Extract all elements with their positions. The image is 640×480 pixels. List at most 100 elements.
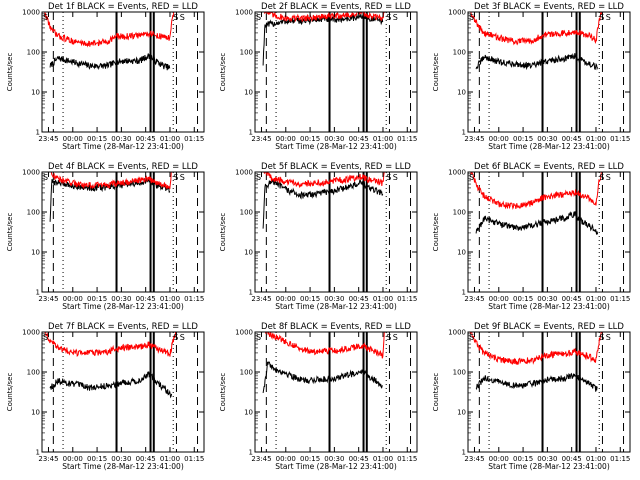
panel-5-flag-right-b: S — [393, 173, 398, 182]
panel-6-ytick-label-2: 10 — [457, 249, 466, 257]
panel-2-xtick-label-2: 00:00 — [276, 135, 296, 143]
panel-5-xtick-label-3: 00:15 — [300, 295, 320, 303]
panel-4-xtick-label-6: 01:00 — [160, 295, 180, 303]
panel-2-ylabel: Counts/sec — [219, 53, 227, 92]
panel-7-xtick-label-5: 00:45 — [136, 455, 156, 463]
panel-6-ytick-label-1: 1 — [462, 289, 466, 297]
panel-7-xtick-label-1: 23:45 — [38, 455, 58, 463]
panel-4-flag-right-a: S — [173, 173, 178, 182]
panel-2-xtick-label-4: 00:30 — [324, 135, 344, 143]
panel-6-flag-right-b: S — [606, 173, 611, 182]
panel-7-xtick-label-3: 00:15 — [87, 455, 107, 463]
panel-5-flag-left: S — [256, 173, 261, 182]
panel-3-ytick-label-2: 10 — [457, 89, 466, 97]
panel-1-xtick-label-5: 00:45 — [136, 135, 156, 143]
panel-2-title: Det 2f BLACK = Events, RED = LLD — [261, 2, 411, 12]
panel-4-xlabel: Start Time (28-Mar-12 23:41:00) — [62, 302, 184, 311]
panel-8-xtick-label-2: 00:00 — [276, 455, 296, 463]
panel-1-ylabel: Counts/sec — [6, 53, 14, 92]
panel-1-xtick-label-6: 01:00 — [160, 135, 180, 143]
panel-2-ytick-label-1: 1 — [249, 129, 253, 137]
panel-4-ytick-label-4: 1000 — [22, 169, 40, 177]
panel-9-flag-right-a: S — [599, 333, 604, 342]
panel-2-flag-left: S — [256, 13, 261, 22]
panel-3-ytick-label-1: 1 — [462, 129, 466, 137]
panel-3-frame — [467, 11, 631, 133]
panel-7-ytick-label-2: 10 — [31, 409, 40, 417]
panel-7-ytick-label-1: 1 — [36, 449, 40, 457]
panel-8-xtick-label-4: 00:30 — [324, 455, 344, 463]
panel-3-xtick-label-2: 00:00 — [489, 135, 509, 143]
panel-1-title: Det 1f BLACK = Events, RED = LLD — [48, 2, 198, 12]
panel-5-xtick-label-7: 01:15 — [397, 295, 417, 303]
panel-1-flag-right-a: S — [173, 13, 178, 22]
panel-2-xtick-label-3: 00:15 — [300, 135, 320, 143]
panel-3-xtick-label-1: 23:45 — [464, 135, 484, 143]
panel-7-ylabel: Counts/sec — [6, 373, 14, 412]
panel-7-xtick-label-4: 00:30 — [111, 455, 131, 463]
panel-1-flag-left: S — [43, 13, 48, 22]
panel-6-ytick-label-3: 100 — [453, 209, 466, 217]
panel-9-title: Det 9f BLACK = Events, RED = LLD — [474, 322, 624, 332]
panel-1-series-events — [49, 53, 171, 71]
panel-3-title: Det 3f BLACK = Events, RED = LLD — [474, 2, 624, 12]
panel-8-xtick-label-3: 00:15 — [300, 455, 320, 463]
panel-2-xtick-label-1: 23:45 — [251, 135, 271, 143]
panel-1-xlabel: Start Time (28-Mar-12 23:41:00) — [62, 142, 184, 151]
panel-5-series-events — [262, 178, 384, 229]
panel-4-frame — [41, 171, 205, 293]
panel-9-frame — [467, 331, 631, 453]
panel-8-ylabel: Counts/sec — [219, 373, 227, 412]
panel-6-xtick-label-4: 00:30 — [537, 295, 557, 303]
panel-8-ytick-label-3: 100 — [240, 369, 253, 377]
panel-2-series-lld — [263, 12, 385, 23]
panel-6-frame — [467, 171, 631, 293]
panel-3-xtick-label-3: 00:15 — [513, 135, 533, 143]
panel-2-series-events — [262, 13, 384, 66]
panel-4-flag-right-b: S — [180, 173, 185, 182]
panel-7-flag-left: S — [43, 333, 48, 342]
panel-4-xtick-label-2: 00:00 — [63, 295, 83, 303]
panel-4-ytick-label-3: 100 — [27, 209, 40, 217]
panel-6-xlabel: Start Time (28-Mar-12 23:41:00) — [488, 302, 610, 311]
panel-8-flag-right-b: S — [393, 333, 398, 342]
panel-9-xtick-label-4: 00:30 — [537, 455, 557, 463]
panel-7-series-lld — [44, 332, 177, 357]
panel-8-ytick-label-2: 10 — [244, 409, 253, 417]
panel-1-series-lld — [44, 12, 175, 48]
panel-3-ylabel: Counts/sec — [432, 53, 440, 92]
panel-7-ytick-label-4: 1000 — [22, 329, 40, 337]
panel-1-frame — [41, 11, 205, 133]
panel-9-xlabel: Start Time (28-Mar-12 23:41:00) — [488, 462, 610, 471]
panel-7-xlabel: Start Time (28-Mar-12 23:41:00) — [62, 462, 184, 471]
panel-9-xtick-label-7: 01:15 — [610, 455, 630, 463]
panel-6-xtick-label-3: 00:15 — [513, 295, 533, 303]
panel-5-ytick-label-3: 100 — [240, 209, 253, 217]
panel-5-ytick-label-2: 10 — [244, 249, 253, 257]
panel-1-xtick-label-4: 00:30 — [111, 135, 131, 143]
panel-5-xtick-label-5: 00:45 — [349, 295, 369, 303]
panel-5-xlabel: Start Time (28-Mar-12 23:41:00) — [275, 302, 397, 311]
panel-6-series-lld — [470, 172, 602, 210]
panel-5-xtick-label-6: 01:00 — [373, 295, 393, 303]
panel-2-flag-right-a: S — [386, 13, 391, 22]
panel-9-xtick-label-6: 01:00 — [586, 455, 606, 463]
panel-3-xtick-label-6: 01:00 — [586, 135, 606, 143]
panel-9-xtick-label-1: 23:45 — [464, 455, 484, 463]
panel-7-ytick-label-3: 100 — [27, 369, 40, 377]
panel-2-xtick-label-7: 01:15 — [397, 135, 417, 143]
panel-5-xtick-label-1: 23:45 — [251, 295, 271, 303]
panel-4-xtick-label-4: 00:30 — [111, 295, 131, 303]
panel-8-xtick-label-6: 01:00 — [373, 455, 393, 463]
panel-3-xtick-label-4: 00:30 — [537, 135, 557, 143]
panel-2-xtick-label-5: 00:45 — [349, 135, 369, 143]
panel-4-ytick-label-1: 1 — [36, 289, 40, 297]
panel-5-flag-right-a: S — [386, 173, 391, 182]
panel-8-ytick-label-1: 1 — [249, 449, 253, 457]
panel-8-series-lld — [264, 332, 385, 359]
panel-8-flag-left: S — [256, 333, 261, 342]
panel-1-xtick-label-1: 23:45 — [38, 135, 58, 143]
panel-1-flag-right-b: S — [180, 13, 185, 22]
panel-8-xtick-label-5: 00:45 — [349, 455, 369, 463]
